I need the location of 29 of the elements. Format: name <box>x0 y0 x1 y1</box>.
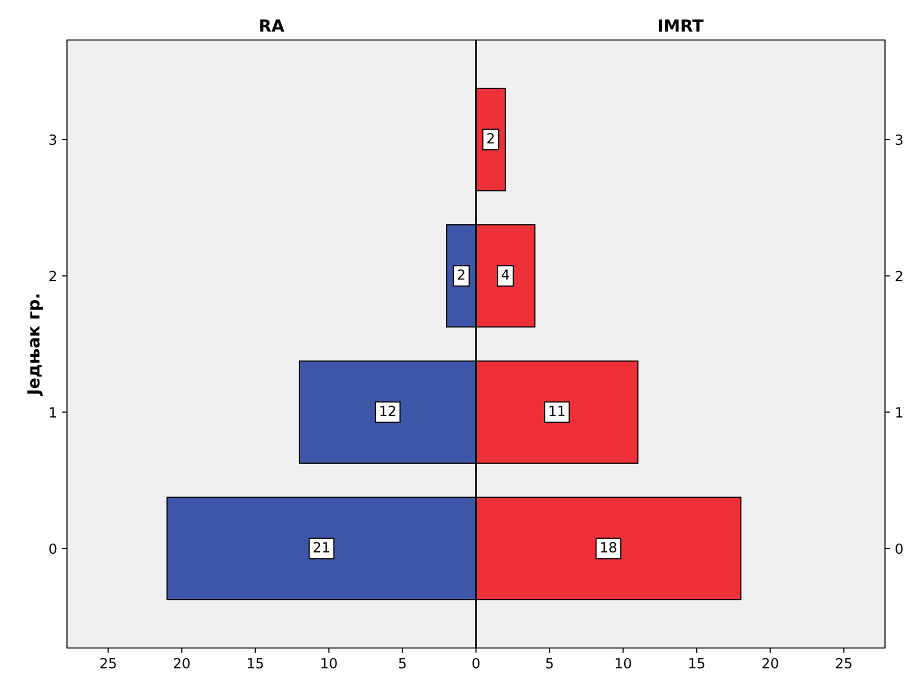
data-label: 2 <box>487 133 494 144</box>
y-tick-label: 1 <box>50 407 56 418</box>
data-label: 11 <box>550 406 564 416</box>
data-label: 18 <box>601 542 616 553</box>
y-tick-label: 3 <box>50 134 56 145</box>
x-tick-label: 5 <box>546 658 553 668</box>
x-tick-label: 20 <box>762 658 778 668</box>
x-tick-label: 10 <box>322 658 337 668</box>
y-tick-label: 0 <box>896 543 903 554</box>
x-tick-label: 15 <box>689 658 704 668</box>
x-tick-label: 20 <box>174 658 190 668</box>
y-tick-label: 0 <box>49 543 56 554</box>
y-axis-title: Једњак гр. <box>27 294 43 396</box>
x-tick-label: 25 <box>836 658 852 668</box>
y-tick-label: 3 <box>896 134 902 145</box>
data-label: 12 <box>380 406 396 416</box>
x-tick-label: 10 <box>616 658 632 668</box>
data-label: 21 <box>314 542 330 552</box>
x-tick-label: 15 <box>248 658 263 668</box>
chart-title: RA <box>260 20 284 32</box>
x-tick-label: 25 <box>100 658 116 668</box>
chart-title: IMRT <box>658 20 704 32</box>
x-tick-label: 5 <box>399 658 406 668</box>
y-tick-label: 1 <box>896 407 902 418</box>
data-label: 4 <box>502 270 510 280</box>
data-label: 2 <box>458 269 464 280</box>
x-tick-label: 0 <box>472 658 480 668</box>
y-tick-label: 2 <box>896 270 902 282</box>
y-tick-label: 2 <box>49 270 56 282</box>
